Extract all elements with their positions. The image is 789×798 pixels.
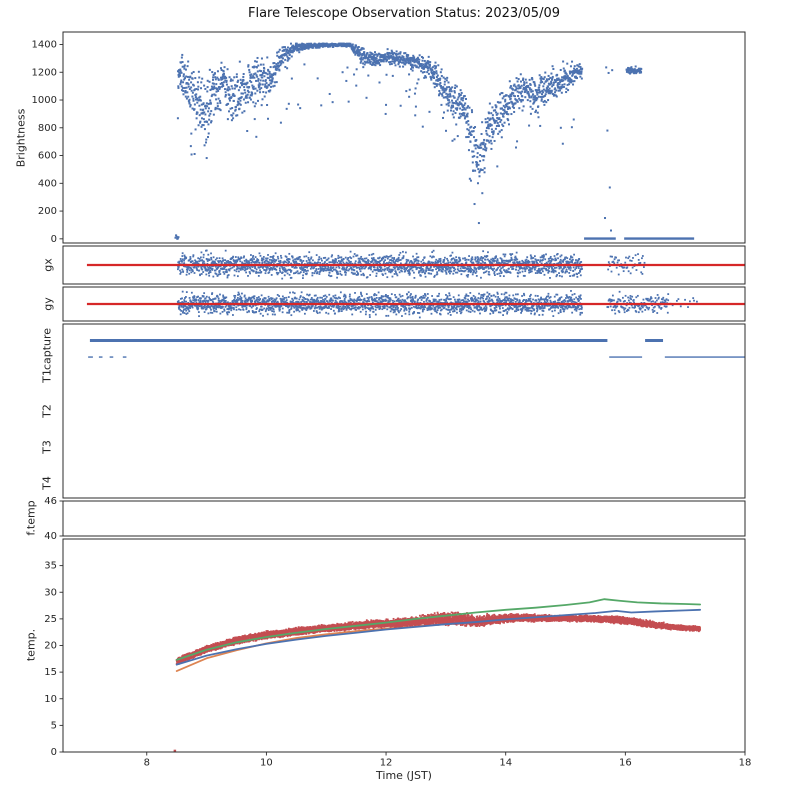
y-axis-label-temp: temp.	[24, 628, 38, 662]
row-label-capture: capture	[40, 327, 54, 371]
row-label-t3: T3	[40, 440, 54, 454]
chart-title: Flare Telescope Observation Status: 2023…	[248, 6, 560, 21]
y-axis-label-ftemp: f.temp	[24, 500, 38, 536]
row-label-t1: T1	[40, 369, 54, 383]
y-axis-label-gx: gx	[41, 258, 55, 272]
row-label-t4: T4	[40, 476, 54, 490]
y-axis-label-brightness: Brightness	[14, 108, 28, 168]
x-axis-label: Time (JST)	[376, 769, 432, 782]
y-axis-label-gy: gy	[41, 297, 55, 311]
row-label-t2: T2	[40, 404, 54, 418]
